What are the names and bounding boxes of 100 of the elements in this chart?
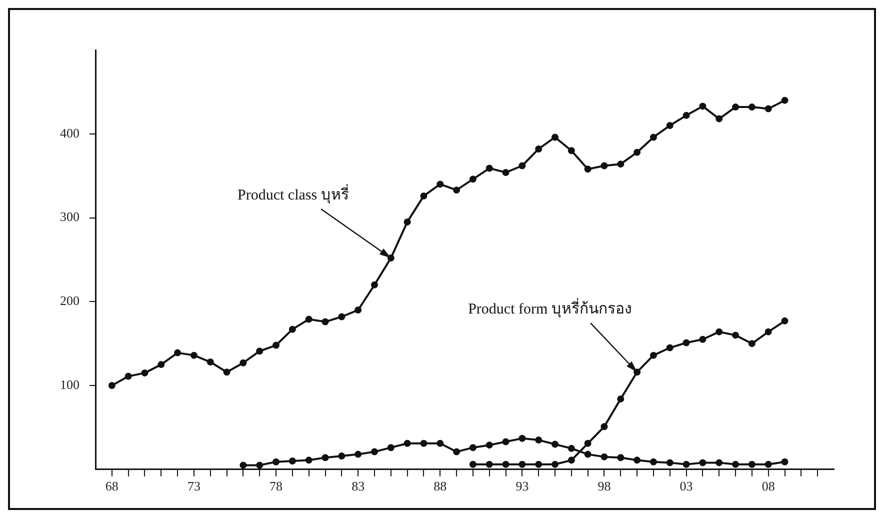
point xyxy=(486,442,493,449)
point xyxy=(387,254,394,262)
point xyxy=(584,166,592,173)
point xyxy=(404,440,411,447)
annotation: Product class บุหรี่ xyxy=(238,183,349,204)
x-tick-label: 68 xyxy=(105,478,118,494)
point xyxy=(108,382,116,390)
point xyxy=(174,349,182,356)
point xyxy=(552,460,559,468)
point xyxy=(682,460,690,468)
point xyxy=(682,112,690,119)
point xyxy=(272,458,280,466)
point xyxy=(699,102,706,110)
point xyxy=(338,313,346,320)
point xyxy=(617,395,624,402)
point xyxy=(732,460,740,468)
point xyxy=(584,440,592,447)
x-tick-label: 98 xyxy=(598,478,611,494)
point xyxy=(748,104,756,111)
y-tick-label: 300 xyxy=(60,209,80,224)
point xyxy=(748,340,756,348)
point xyxy=(305,316,312,323)
point xyxy=(124,372,132,380)
point xyxy=(354,450,362,458)
point xyxy=(634,456,641,464)
point xyxy=(256,348,264,355)
point xyxy=(190,352,198,359)
point xyxy=(584,450,592,458)
point xyxy=(666,344,674,352)
point xyxy=(716,115,723,122)
point xyxy=(568,444,575,452)
x-tick-label: 08 xyxy=(762,478,775,494)
point xyxy=(206,358,214,366)
x-tick-label: 93 xyxy=(516,478,529,494)
point xyxy=(158,361,165,368)
point xyxy=(781,458,788,466)
point xyxy=(272,342,280,349)
point xyxy=(420,192,428,200)
y-tick-label: 200 xyxy=(60,293,80,308)
point xyxy=(453,186,460,194)
point xyxy=(288,326,296,333)
point xyxy=(568,456,575,464)
point xyxy=(502,168,510,176)
point xyxy=(650,352,657,359)
point xyxy=(634,368,641,376)
point xyxy=(535,460,542,468)
y-tick-label: 400 xyxy=(60,125,80,140)
point xyxy=(650,134,657,141)
point xyxy=(354,306,362,314)
point xyxy=(699,459,706,466)
point xyxy=(716,328,723,336)
x-tick-label: 88 xyxy=(434,478,447,494)
point xyxy=(223,368,230,376)
point xyxy=(781,317,788,324)
point xyxy=(617,454,624,462)
point xyxy=(322,454,329,462)
point xyxy=(486,164,493,172)
point xyxy=(552,440,559,448)
annotation: Product form บุหรี่ก้นกรอง xyxy=(468,298,632,319)
point xyxy=(256,462,264,469)
point xyxy=(370,448,378,456)
point xyxy=(535,436,542,444)
point xyxy=(469,176,476,183)
point xyxy=(666,459,674,466)
point xyxy=(288,458,296,465)
point xyxy=(748,460,756,468)
point xyxy=(486,460,493,468)
point xyxy=(240,462,247,469)
x-tick-label: 73 xyxy=(187,478,200,494)
x-tick-label: 78 xyxy=(270,478,283,494)
point xyxy=(502,460,510,468)
point xyxy=(764,105,772,112)
point xyxy=(436,440,444,447)
x-tick-label: 83 xyxy=(352,478,365,494)
point xyxy=(682,339,690,346)
x-tick-label: 03 xyxy=(680,478,693,494)
point xyxy=(518,460,526,468)
point xyxy=(764,460,772,468)
point xyxy=(552,134,559,141)
point xyxy=(420,440,428,447)
point xyxy=(568,147,575,154)
point xyxy=(469,444,476,452)
point xyxy=(387,444,394,452)
point xyxy=(781,96,788,104)
point xyxy=(240,359,247,366)
point xyxy=(666,122,674,129)
y-tick-label: 100 xyxy=(60,376,80,392)
point xyxy=(634,148,641,156)
point xyxy=(322,318,329,326)
point xyxy=(535,145,542,152)
point xyxy=(305,456,312,464)
point xyxy=(650,458,657,466)
point xyxy=(518,434,526,442)
point xyxy=(469,460,476,468)
point xyxy=(764,328,772,336)
point xyxy=(518,162,526,170)
point xyxy=(699,336,706,343)
point xyxy=(502,438,510,446)
point xyxy=(617,160,624,168)
point xyxy=(370,281,378,288)
